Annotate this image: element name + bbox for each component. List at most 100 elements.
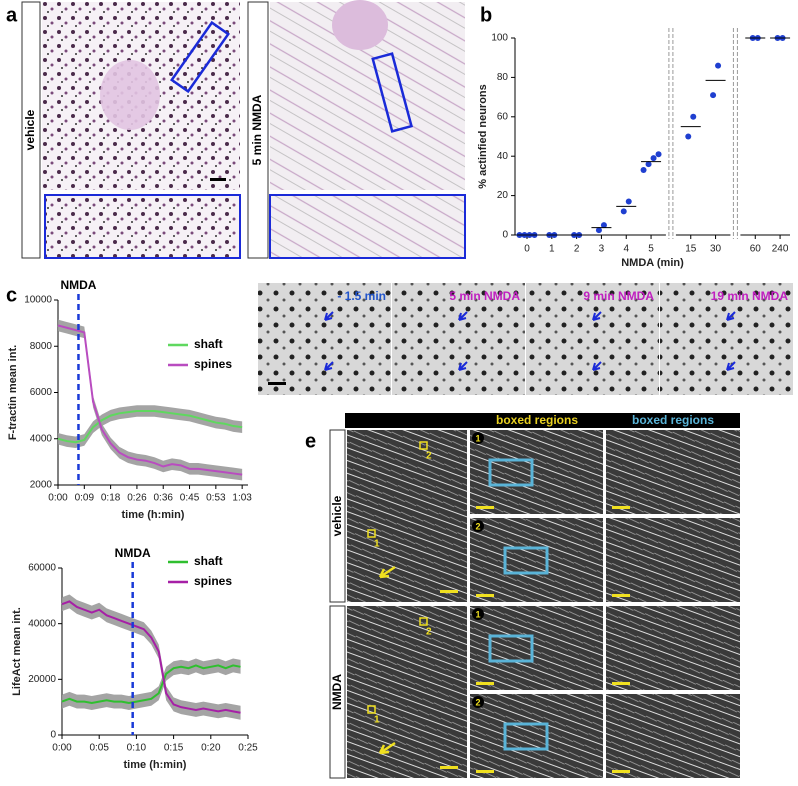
roi-box <box>371 52 414 133</box>
x-axis-label: time (h:min) <box>122 509 185 521</box>
legend-label: shaft <box>194 554 223 568</box>
point <box>650 155 657 162</box>
series-line <box>61 600 241 714</box>
point <box>645 161 652 168</box>
header: boxed regions <box>496 413 578 427</box>
soma <box>100 60 160 130</box>
y-tick-label: 80 <box>497 72 509 83</box>
row-label: NMDA <box>330 674 344 710</box>
scale-bar <box>440 766 458 769</box>
region-label: 2 <box>426 627 432 638</box>
label-box <box>21 1 41 259</box>
x-tick-label: 0:10 <box>127 743 147 754</box>
y-tick-label: 0 <box>50 730 56 741</box>
x-tick-label: 0:00 <box>52 743 72 754</box>
badge <box>472 608 484 620</box>
panel-a: a vehicle 5 min NMDA <box>6 0 466 259</box>
x-tick-label: 240 <box>772 244 789 255</box>
series-line <box>61 664 241 705</box>
timepoint-label: 19 min NMDA <box>711 289 789 303</box>
region-label: 2 <box>475 521 480 531</box>
x-tick-label: 0:45 <box>180 493 200 504</box>
image-panels: - 1.5 min 5 min NMDA 9 min NMDA 19 min NMDA… <box>258 283 793 779</box>
point <box>600 222 607 229</box>
micrograph <box>526 283 659 395</box>
scale-bar <box>268 382 286 385</box>
x-tick-label: 0:25 <box>238 743 258 754</box>
arrow <box>726 361 736 371</box>
x-tick-label: 0:20 <box>201 743 221 754</box>
scale-bar <box>612 506 630 509</box>
series-line <box>57 410 243 444</box>
region-label: 2 <box>426 451 432 462</box>
inset <box>44 194 241 259</box>
x-tick-label: 1:03 <box>232 493 252 504</box>
y-tick-label: 60000 <box>28 563 56 574</box>
scale-bar <box>476 506 494 509</box>
arrow <box>378 741 396 755</box>
scale-bar <box>612 770 630 773</box>
micrograph <box>258 283 391 395</box>
region-label: 1 <box>374 715 380 726</box>
micrograph <box>392 283 525 395</box>
annotation: NMDA <box>60 278 96 292</box>
em-detail <box>606 430 740 514</box>
point <box>690 113 697 120</box>
error-band <box>58 405 243 448</box>
x-tick-label: 0:15 <box>164 743 184 754</box>
x-tick-label: 4 <box>623 244 629 255</box>
scale-bar <box>476 770 494 773</box>
y-tick-label: 0 <box>502 230 508 241</box>
scale-bar <box>612 682 630 685</box>
badge <box>472 432 484 444</box>
point <box>710 92 717 99</box>
soma <box>332 0 388 50</box>
x-tick-label: 60 <box>750 244 762 255</box>
inset <box>269 194 466 259</box>
panel-letter: c <box>6 284 17 306</box>
roi-box <box>503 722 549 751</box>
y-tick-label: 2000 <box>30 480 53 491</box>
em-overview <box>347 606 467 778</box>
x-tick-label: 30 <box>710 244 722 255</box>
scale-bar <box>210 178 226 181</box>
x-tick-label: 1 <box>549 244 555 255</box>
arrow <box>592 311 602 321</box>
condition-label: 5 min NMDA <box>250 94 264 165</box>
x-tick-label: 0:18 <box>101 493 121 504</box>
arrow <box>324 311 334 321</box>
error-band <box>62 594 241 720</box>
y-tick-label: 20000 <box>28 674 56 685</box>
roi-box <box>367 705 376 714</box>
timepoint-label: - 1.5 min <box>337 289 386 303</box>
x-tick-label: 2 <box>574 244 580 255</box>
arrow <box>458 361 468 371</box>
x-axis-label: time (h:min) <box>124 759 187 771</box>
y-tick-label: 10000 <box>24 295 52 306</box>
arrow <box>458 311 468 321</box>
label-box <box>247 1 269 259</box>
point <box>640 166 647 173</box>
y-axis-label: % actinfied neurons <box>477 84 489 189</box>
header: boxed regions <box>632 413 714 427</box>
y-tick-label: 40000 <box>28 618 56 629</box>
roi-box <box>488 458 534 487</box>
condition-label: vehicle <box>23 109 37 150</box>
arrow <box>592 361 602 371</box>
timepoint-label: 9 min NMDA <box>583 289 654 303</box>
em-zoom <box>470 606 603 690</box>
region-label: 1 <box>475 609 480 619</box>
x-tick-label: 0:00 <box>48 493 68 504</box>
label-box <box>329 605 346 779</box>
roi-box <box>488 634 534 663</box>
x-tick-label: 0:26 <box>127 493 147 504</box>
y-tick-label: 20 <box>497 190 509 201</box>
label-box <box>329 429 346 603</box>
badge <box>472 520 484 532</box>
roi-box <box>419 441 428 450</box>
roi-box <box>367 529 376 538</box>
arrow <box>324 361 334 371</box>
x-tick-label: 0:09 <box>75 493 95 504</box>
